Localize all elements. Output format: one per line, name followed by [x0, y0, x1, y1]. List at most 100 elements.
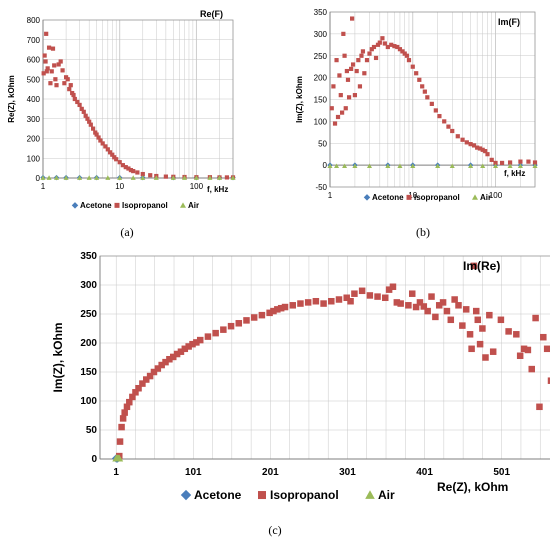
- chart-2-point: [123, 403, 131, 411]
- chart-2-point: [150, 368, 158, 376]
- chart-0-point: [50, 46, 56, 51]
- chart-1-point: [468, 163, 474, 169]
- chart-2-point: [119, 415, 127, 422]
- chart-0-ytick-label: 700: [27, 36, 41, 45]
- chart-2-point: [476, 340, 484, 348]
- chart-1-point: [350, 16, 355, 21]
- chart-1-point: [410, 64, 415, 69]
- chart-2-point: [185, 343, 192, 350]
- chart-1-point: [499, 160, 505, 166]
- chart-2-legend-label: Acetone: [194, 488, 242, 502]
- chart-2-point: [482, 354, 489, 361]
- chart-0-point: [216, 175, 223, 180]
- chart-1-point: [518, 159, 523, 164]
- chart-1-point: [429, 101, 434, 106]
- chart-2-point: [129, 393, 136, 401]
- chart-1-point: [354, 68, 359, 74]
- chart-2-point: [220, 326, 227, 333]
- chart-2-point: [443, 307, 451, 315]
- chart-2-point: [126, 398, 133, 406]
- chart-1-point: [455, 134, 460, 139]
- chart-1-point: [334, 58, 339, 63]
- chart-2-point: [428, 293, 435, 300]
- chart-1-point: [464, 140, 469, 145]
- chart-2-point: [270, 307, 277, 315]
- chart-2-point: [115, 454, 124, 462]
- chart-2-point: [227, 322, 235, 330]
- chart-0-point: [207, 175, 213, 180]
- chart-1-point: [420, 84, 425, 89]
- chart-2-point: [204, 333, 212, 340]
- chart-1-point: [362, 71, 367, 76]
- chart-1-point: [352, 163, 358, 169]
- chart-0-point: [193, 175, 199, 180]
- chart-1-point: [356, 58, 361, 63]
- chart-2-legend-marker: [258, 491, 266, 500]
- chart-2-point: [536, 403, 543, 411]
- chart-0-point: [52, 63, 57, 68]
- chart-0-point: [96, 135, 101, 140]
- chart-2-point: [173, 350, 181, 358]
- chart-2-point: [468, 345, 475, 353]
- chart-2-point: [166, 355, 173, 363]
- chart-2-point: [486, 311, 493, 319]
- chart-0-point: [53, 175, 60, 180]
- chart-1-ytick-label: 350: [314, 8, 328, 17]
- chart-1-y-axis-label: Im(Z), kOhm: [295, 76, 304, 123]
- chart-2-legend-label: Isopropanol: [270, 488, 339, 502]
- chart-1-ytick-label: 0: [323, 161, 328, 170]
- chart-2-xtick-label: 101: [185, 467, 202, 478]
- chart-1-point: [397, 163, 403, 169]
- chart-1-x-axis-label: f, kHz: [504, 169, 525, 178]
- chart-1-point: [471, 143, 477, 148]
- chart-0-point: [53, 77, 58, 82]
- chart-2-point: [528, 365, 535, 373]
- chart-1-point: [406, 58, 412, 63]
- chart-2-point: [543, 345, 550, 353]
- chart-1-point: [417, 77, 422, 82]
- chart-0-point: [46, 45, 52, 50]
- chart-0-point: [81, 109, 86, 114]
- chart-2-point: [258, 311, 266, 319]
- chart-0-point: [43, 59, 48, 64]
- chart-0-point: [105, 147, 110, 152]
- chart-1-ytick-label: 100: [314, 117, 328, 126]
- chart-0-point: [117, 160, 122, 165]
- chart-2-point: [405, 302, 412, 309]
- chart-1-xtick-label: 100: [489, 191, 503, 200]
- chart-2-point: [466, 331, 474, 338]
- chart-0-point: [131, 168, 136, 174]
- chart-0-point: [42, 53, 47, 58]
- chart-2-legend-label: Air: [378, 488, 395, 502]
- chart-0-point: [63, 175, 69, 180]
- chart-1-xtick-label: 10: [408, 191, 417, 200]
- chart-1-point: [380, 36, 385, 41]
- chart-1-point: [349, 66, 354, 71]
- chart-2-point: [189, 340, 196, 348]
- chart-0-point: [49, 69, 54, 74]
- chart-2-point: [146, 372, 154, 380]
- chart-2-point: [351, 290, 358, 297]
- chart-2-point: [358, 287, 366, 295]
- chart-1-point: [435, 163, 441, 169]
- chart-1-point: [373, 55, 379, 61]
- chart-2-point: [474, 316, 482, 324]
- chart-0-point: [41, 71, 46, 76]
- chart-2-xtick-label: 301: [339, 467, 356, 478]
- chart-0-point: [170, 175, 176, 180]
- chart-0-legend-label: Acetone: [80, 201, 112, 210]
- chart-1-point: [395, 44, 400, 50]
- panel-b-chart: -50 0 50 100 150 200 250 300 350 1 10 100 Im(F) Im(Z)…: [295, 8, 538, 202]
- chart-0-point: [94, 175, 100, 180]
- chart-2-point: [470, 262, 478, 270]
- chart-0-point: [140, 175, 146, 180]
- chart-2-point: [455, 302, 462, 309]
- chart-0-point: [120, 163, 125, 168]
- chart-1-point: [332, 121, 338, 126]
- chart-0-point: [105, 175, 111, 180]
- chart-1-point: [327, 163, 333, 169]
- chart-0-point: [79, 106, 84, 111]
- chart-0-point: [72, 96, 77, 102]
- chart-2-y-axis-label: Im(Z), kOhm: [51, 322, 65, 392]
